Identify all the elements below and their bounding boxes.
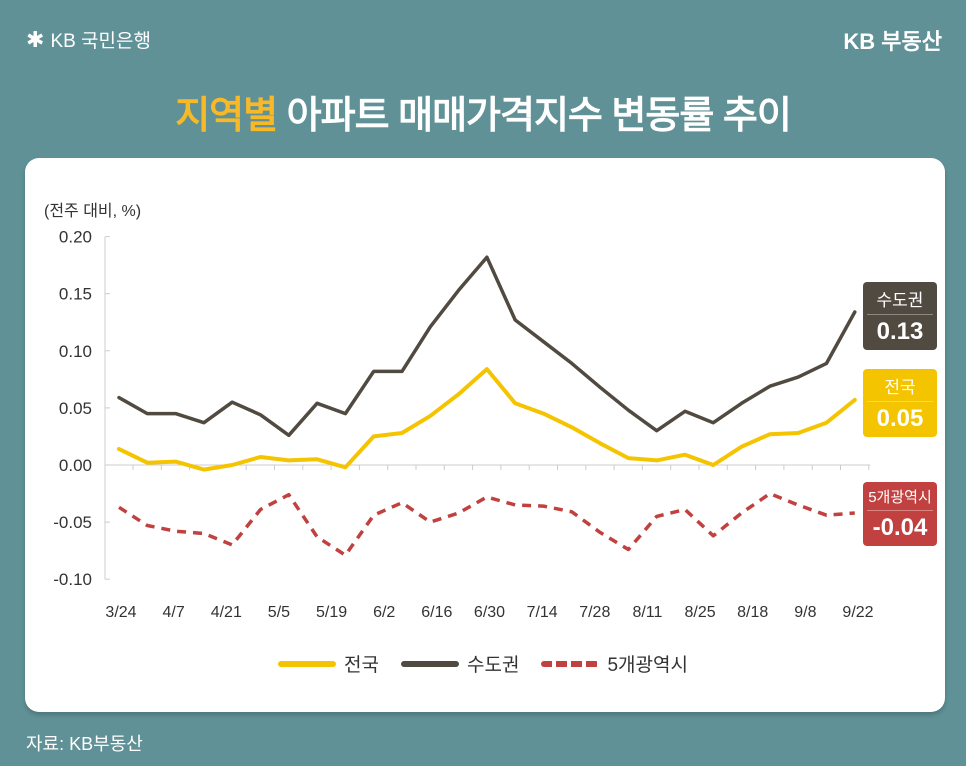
legend-item-nationwide: 전국 (278, 650, 379, 677)
title-rest: 아파트 매매가격지수 변동률 추이 (277, 95, 792, 137)
end-label-name: 5개광역시 (867, 482, 933, 511)
kb-star-icon: ✱ (26, 26, 45, 52)
x-tick-label: 5/19 (316, 604, 347, 621)
kb-kookmin-bank-logo: ✱ KB 국민은행 (26, 26, 151, 53)
x-tick-label: 3/24 (105, 604, 136, 621)
x-tick-label: 6/16 (421, 604, 452, 621)
end-label-metro5: 5개광역시 -0.04 (863, 482, 937, 546)
end-label-capital: 수도권 0.13 (863, 282, 937, 350)
end-label-value: -0.04 (872, 514, 928, 541)
series-line-capital (117, 255, 857, 438)
legend-label: 수도권 (467, 655, 520, 676)
end-label-value: 0.13 (876, 318, 924, 345)
x-tick-label: 9/22 (842, 604, 873, 621)
page-title: 지역별 아파트 매매가격지수 변동률 추이 (0, 84, 966, 139)
source-note: 자료: KB부동산 (26, 734, 143, 754)
x-tick-label: 6/30 (474, 604, 505, 621)
x-tick-label: 4/7 (163, 604, 185, 621)
x-tick-label: 6/2 (373, 604, 395, 621)
end-label-nationwide: 전국 0.05 (863, 369, 937, 437)
series-line-nationwide (117, 367, 857, 472)
y-tick-label: 0.10 (59, 342, 92, 361)
x-tick-label: 4/21 (211, 604, 242, 621)
legend-item-metro5: 5개광역시 (541, 650, 688, 677)
y-tick-label: 0.15 (59, 285, 92, 304)
legend-item-capital: 수도권 (401, 650, 519, 677)
x-tick-label: 7/14 (527, 604, 558, 621)
y-tick-label: -0.05 (53, 513, 92, 532)
y-tick-label: 0.05 (59, 399, 92, 418)
y-tick-label: 0.20 (59, 228, 92, 247)
y-tick-label: -0.10 (53, 570, 92, 589)
end-label-name: 전국 (867, 369, 933, 402)
x-tick-label: 8/18 (737, 604, 768, 621)
chart-legend: 전국 수도권 5개광역시 (0, 650, 966, 677)
x-tick-label: 8/25 (685, 604, 716, 621)
title-highlight: 지역별 (175, 95, 278, 137)
y-axis-label: (전주 대비, %) (44, 203, 142, 220)
series-line-metro5 (118, 491, 855, 557)
x-tick-label: 9/8 (794, 604, 816, 621)
legend-swatch (278, 660, 337, 667)
end-label-value: 0.05 (876, 405, 924, 432)
end-label-name: 수도권 (867, 282, 933, 315)
y-tick-label: 0.00 (59, 456, 92, 475)
x-tick-label: 8/11 (632, 604, 662, 621)
legend-label: 전국 (344, 655, 379, 676)
x-tick-label: 5/5 (268, 604, 290, 621)
x-tick-label: 7/28 (579, 604, 610, 621)
legend-swatch (541, 660, 600, 667)
bank-logo-text: KB 국민은행 (50, 31, 151, 52)
kb-real-estate-logo: KB 부동산 (843, 29, 942, 54)
legend-label: 5개광역시 (607, 655, 688, 676)
legend-swatch (401, 660, 459, 667)
